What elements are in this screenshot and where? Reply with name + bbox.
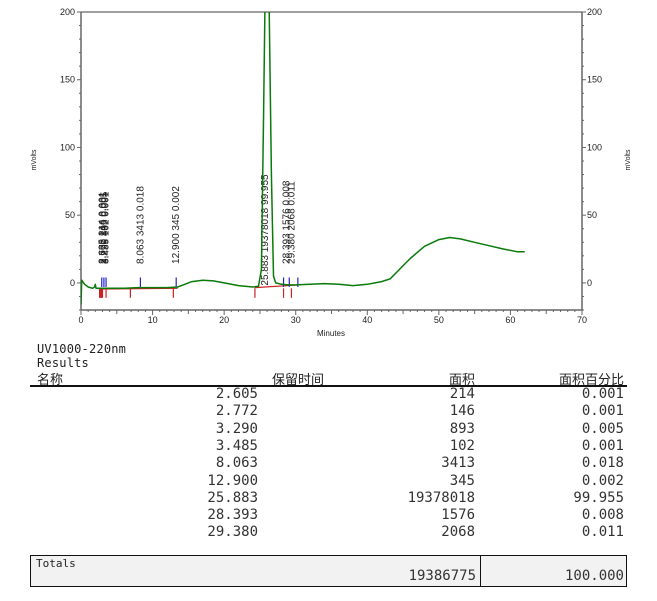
area-cell: 1576: [441, 507, 475, 524]
area-percent-cell: 0.011: [581, 524, 624, 541]
retention-time-cell: 2.605: [215, 386, 258, 402]
area-percent-cell: 0.001: [581, 386, 624, 402]
signal-trace: [81, 12, 525, 305]
table-row: 12.900 345 0.002: [0, 473, 657, 490]
y-tick-label-right: 150: [587, 75, 602, 85]
retention-time-cell: 2.772: [215, 403, 258, 420]
y-tick-label-left: 200: [60, 7, 75, 17]
peak-label: 8.063 3413 0.018: [135, 186, 146, 264]
x-tick-label: 30: [291, 315, 301, 325]
area-percent-cell: 0.001: [581, 403, 624, 420]
area-cell: 214: [449, 386, 475, 402]
y-axis-label-right: mVolts: [625, 149, 632, 171]
area-percent-cell: 0.001: [581, 437, 624, 454]
peak-label: 12.900 345 0.002: [171, 186, 182, 264]
retention-time-cell: 25.883: [207, 489, 258, 506]
y-axis-label-left: mVolts: [31, 149, 38, 171]
y-tick-label-right: 0: [587, 278, 592, 288]
area-cell: 19378018: [407, 489, 475, 506]
y-tick-label-left: 100: [60, 142, 75, 152]
detector-label: UV1000-220nm: [37, 342, 127, 356]
column-header-area: 面积: [448, 373, 475, 388]
peak-label: 28.393 1576 0.008: [281, 180, 292, 264]
table-row: 3.485 102 0.001: [0, 438, 657, 455]
header-rule: [30, 385, 627, 387]
results-label: Results: [37, 356, 89, 370]
area-cell: 102: [449, 437, 475, 454]
column-header-retention-time: 保留时间: [271, 373, 324, 388]
area-cell: 3413: [441, 455, 475, 472]
peak-markers: [99, 277, 299, 298]
area-cell: 146: [449, 403, 475, 420]
x-tick-label: 60: [505, 315, 515, 325]
retention-time-cell: 3.290: [215, 420, 258, 437]
chart-axes: 0 0 50 50 100 100 150 150 200 200 0 10 20 30 40 50 60 70: [60, 7, 602, 325]
peak-label: 2.605 214 0.001: [97, 191, 108, 264]
x-tick-label: 50: [434, 315, 444, 325]
peak-label: 25.883 19378018 99.955: [260, 174, 271, 286]
y-tick-label-left: 0: [70, 278, 75, 288]
peak-label: 29.380 2068 0.011: [286, 181, 297, 264]
area-percent-cell: 0.002: [581, 472, 624, 489]
table-row: 3.290 893 0.005: [0, 421, 657, 438]
chromatogram-trace: [81, 12, 525, 305]
area-cell: 893: [449, 420, 475, 437]
table-row: 28.393 1576 0.008: [0, 507, 657, 524]
area-cell: 345: [449, 472, 475, 489]
retention-time-cell: 28.393: [207, 507, 258, 524]
x-tick-label: 70: [577, 315, 587, 325]
table-row: 25.883 19378018 99.955: [0, 490, 657, 507]
column-header-name: 名称: [37, 373, 64, 388]
retention-time-cell: 8.063: [215, 455, 258, 472]
area-percent-cell: 0.005: [581, 420, 624, 437]
table-row: 2.772 146 0.001: [0, 403, 657, 420]
area-percent-cell: 0.018: [581, 455, 624, 472]
table-row: 2.605 214 0.001: [0, 386, 657, 403]
table-row: 8.063 3413 0.018: [0, 455, 657, 472]
totals-label: Totals: [36, 557, 76, 570]
totals-area-percent: 100.000: [564, 568, 624, 584]
totals-area: 19386775: [408, 568, 476, 584]
area-percent-cell: 99.955: [573, 489, 624, 506]
x-tick-label: 0: [78, 315, 83, 325]
area-cell: 2068: [441, 524, 475, 541]
totals-box: Totals 19386775 100.000: [30, 555, 627, 587]
y-tick-label-right: 100: [587, 142, 602, 152]
peak-label: 2.772 146 0.001: [98, 191, 109, 264]
y-tick-label-right: 50: [587, 210, 597, 220]
area-percent-cell: 0.008: [581, 507, 624, 524]
retention-time-cell: 29.380: [207, 524, 258, 541]
x-tick-label: 10: [148, 315, 158, 325]
x-axis-label: Minutes: [317, 329, 345, 338]
retention-time-cell: 3.485: [215, 437, 258, 454]
peak-label: 3.485 102 0.001: [100, 191, 111, 264]
x-tick-label: 40: [362, 315, 372, 325]
y-tick-label-left: 50: [65, 210, 75, 220]
y-tick-label-right: 200: [587, 7, 602, 17]
column-header-area-percent: 面积百分比: [558, 373, 624, 388]
y-tick-label-left: 150: [60, 75, 75, 85]
totals-divider: [480, 556, 481, 586]
retention-time-cell: 12.900: [207, 472, 258, 489]
x-tick-label: 20: [219, 315, 229, 325]
peak-label: 3.290 893 0.005: [100, 191, 111, 264]
table-row: 29.380 2068 0.011: [0, 524, 657, 541]
